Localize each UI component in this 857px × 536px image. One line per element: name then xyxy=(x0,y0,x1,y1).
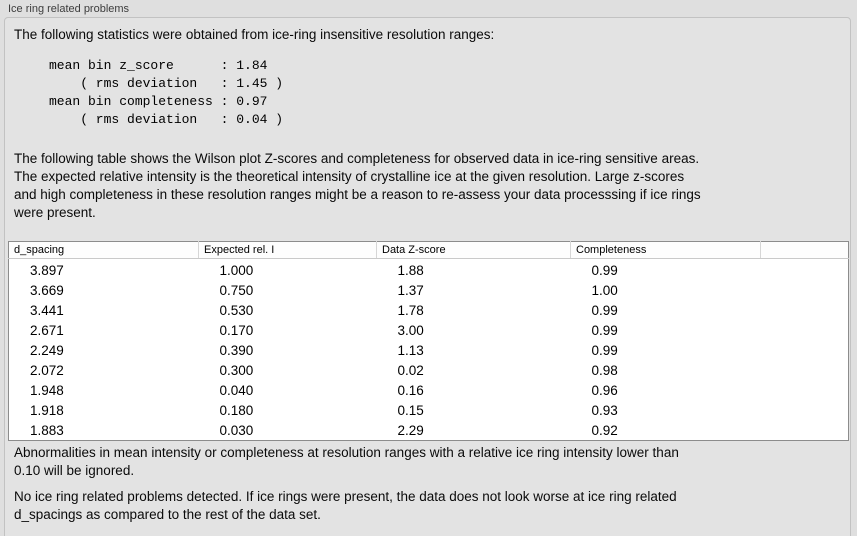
table-cell: 2.671 xyxy=(30,322,64,338)
table-row[interactable]: 2.072 0.300 0.02 0.98 xyxy=(9,360,849,380)
table-cell: 0.99 xyxy=(591,302,618,318)
table-row[interactable]: 2.249 0.390 1.13 0.99 xyxy=(9,340,849,360)
table-cell: 0.16 xyxy=(397,382,424,398)
column-header-data-z-score: Data Z-score xyxy=(376,241,571,259)
table-cell: 1.78 xyxy=(397,302,424,318)
table-cell: 0.92 xyxy=(591,422,618,438)
table-cell: 3.897 xyxy=(30,262,64,278)
table-cell: 0.98 xyxy=(591,362,618,378)
table-cell: 0.170 xyxy=(219,322,254,338)
table-cell: 0.300 xyxy=(219,362,254,378)
table-row[interactable]: 3.669 0.750 1.37 1.00 xyxy=(9,280,849,300)
ignore-note-text: Abnormalities in mean intensity or compl… xyxy=(14,445,679,478)
table-cell: 1.948 xyxy=(30,382,64,398)
conclusion-text: No ice ring related problems detected. I… xyxy=(14,489,677,522)
table-body: 3.897 1.000 1.88 0.99 3.669 0.750 1.37 1.00 3.44… xyxy=(9,259,849,441)
table-cell: 1.88 xyxy=(397,262,424,278)
table-cell: 0.02 xyxy=(397,362,424,378)
table-cell xyxy=(761,360,849,380)
table-cell: 0.99 xyxy=(591,322,618,338)
table-cell: 0.390 xyxy=(219,342,254,358)
table-cell: 3.669 xyxy=(30,282,64,298)
table-cell: 0.99 xyxy=(591,262,618,278)
table-cell xyxy=(761,380,849,400)
table-cell: 1.00 xyxy=(591,282,618,298)
table-cell: 1.13 xyxy=(397,342,424,358)
panel-title: Ice ring related problems xyxy=(8,3,130,15)
table-row[interactable]: 2.671 0.170 3.00 0.99 xyxy=(9,320,849,340)
table-cell: 1.000 xyxy=(219,262,254,278)
table-row[interactable]: 1.948 0.040 0.16 0.96 xyxy=(9,380,849,400)
table-cell: 2.249 xyxy=(30,342,64,358)
table-cell: 1.883 xyxy=(30,422,64,438)
table-cell: 3.00 xyxy=(397,322,424,338)
table-header-row: d_spacing Expected rel. I Data Z-score C… xyxy=(8,241,849,259)
table-cell xyxy=(761,259,849,281)
column-header-empty xyxy=(760,241,849,259)
ice-ring-table: d_spacing Expected rel. I Data Z-score C… xyxy=(8,241,849,441)
table-cell: 0.180 xyxy=(219,402,254,418)
table-row[interactable]: 1.918 0.180 0.15 0.93 xyxy=(9,400,849,420)
table-cell: 0.040 xyxy=(219,382,254,398)
table-cell xyxy=(761,320,849,340)
table-cell: 0.99 xyxy=(591,342,618,358)
table-row[interactable]: 3.441 0.530 1.78 0.99 xyxy=(9,300,849,320)
table-cell: 0.030 xyxy=(219,422,254,438)
table-cell xyxy=(761,420,849,441)
description-text: The following table shows the Wilson plo… xyxy=(14,151,701,220)
column-header-d-spacing: d_spacing xyxy=(8,241,199,259)
table-cell: 0.93 xyxy=(591,402,618,418)
table-cell: 2.072 xyxy=(30,362,64,378)
table-cell: 0.530 xyxy=(219,302,254,318)
table-cell: 0.96 xyxy=(591,382,618,398)
table-cell xyxy=(761,300,849,320)
table-cell xyxy=(761,400,849,420)
table-cell xyxy=(761,280,849,300)
intro-text: The following statistics were obtained f… xyxy=(14,27,495,42)
table-cell: 0.750 xyxy=(219,282,254,298)
table-cell: 0.15 xyxy=(397,402,424,418)
stats-block: mean bin z_score : 1.84 ( rms deviation … xyxy=(49,58,284,127)
table-cell: 2.29 xyxy=(397,422,424,438)
table-cell: 1.918 xyxy=(30,402,64,418)
column-header-expected-rel-i: Expected rel. I xyxy=(198,241,377,259)
column-header-completeness: Completeness xyxy=(570,241,761,259)
table-cell: 3.441 xyxy=(30,302,64,318)
table-cell: 1.37 xyxy=(397,282,424,298)
table-row[interactable]: 3.897 1.000 1.88 0.99 xyxy=(9,259,849,281)
table-cell xyxy=(761,340,849,360)
table-row[interactable]: 1.883 0.030 2.29 0.92 xyxy=(9,420,849,441)
